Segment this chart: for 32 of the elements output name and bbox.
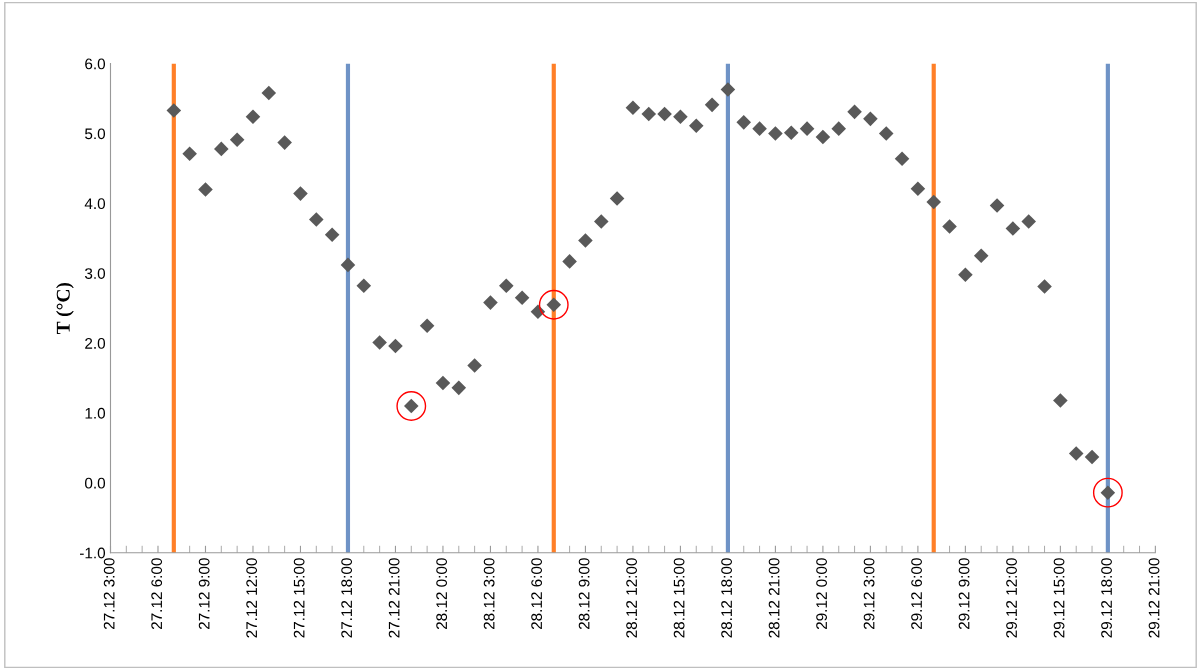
x-tick-label: 28.12 18:00 [721,558,733,638]
y-tick-label: 4.0 [84,198,106,210]
x-tick-label: 28.12 6:00 [531,558,543,630]
x-tick-label: 29.12 9:00 [958,558,970,630]
y-tick-label: 0.0 [84,477,106,489]
y-tick-label: 2.0 [85,338,106,349]
y-tick-label: 5.0 [85,128,106,140]
x-tick-label: 27.12 9:00 [198,558,210,630]
y-tick-label: 3.0 [84,268,106,279]
y-tick-label: 1.0 [85,407,106,419]
x-tick-label: 27.12 6:00 [151,558,163,630]
y-tick-label: -1.0 [79,547,106,559]
x-tick-label: 29.12 0:00 [816,558,827,630]
x-tick-label: 28.12 15:00 [673,558,685,638]
x-tick-label: 29.12 3:00 [863,558,875,630]
y-tick-label: 6.0 [85,58,106,70]
x-tick-label: 27.12 15:00 [293,558,305,638]
x-tick-label: 27.12 3:00 [103,558,115,630]
x-tick-label: 29.12 18:00 [1101,558,1112,638]
y-axis-title: T (°C) [56,282,74,335]
x-tick-label: 28.12 0:00 [436,558,448,630]
x-tick-label: 29.12 12:00 [1006,558,1017,638]
x-tick-label: 29.12 15:00 [1053,558,1065,638]
x-tick-label: 29.12 21:00 [1148,558,1160,638]
x-tick-label: 27.12 21:00 [388,558,400,638]
x-tick-label: 28.12 12:00 [626,558,638,638]
x-tick-label: 28.12 21:00 [768,558,780,638]
x-tick-label: 28.12 3:00 [483,558,495,630]
x-tick-label: 28.12 9:00 [578,558,590,630]
x-tick-label: 27.12 18:00 [341,558,353,638]
x-tick-label: 29.12 6:00 [911,558,922,630]
x-tick-label: 27.12 12:00 [246,558,258,638]
